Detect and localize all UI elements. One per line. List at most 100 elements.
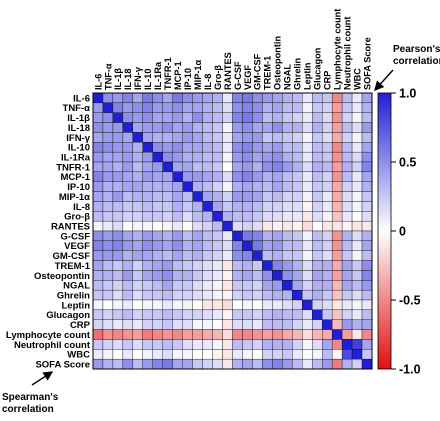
heatmap-cell xyxy=(282,358,293,370)
heatmap-cell xyxy=(252,122,263,133)
heatmap-cell xyxy=(112,151,124,163)
heatmap-cell xyxy=(222,201,233,212)
heatmap-cell xyxy=(192,220,203,232)
heatmap-cell xyxy=(212,191,223,202)
heatmap-cell xyxy=(302,299,313,311)
heatmap-cell xyxy=(302,171,313,182)
heatmap-cell xyxy=(361,171,373,182)
heatmap-cell xyxy=(322,92,333,104)
heatmap-cell xyxy=(172,358,183,370)
colorbar-gradient xyxy=(377,92,392,370)
heatmap-cell xyxy=(232,92,243,104)
heatmap-cell xyxy=(341,339,353,350)
heatmap-cell xyxy=(192,102,203,113)
row-label: CRP xyxy=(70,320,91,331)
heatmap-cell xyxy=(312,191,323,202)
heatmap-cell xyxy=(331,92,343,104)
row-label: TNF-α xyxy=(63,103,91,114)
heatmap-cell xyxy=(341,102,353,113)
heatmap-cell xyxy=(282,260,293,271)
heatmap-cell xyxy=(312,171,323,182)
heatmap-cell xyxy=(242,289,253,301)
heatmap-cell xyxy=(341,171,353,182)
heatmap-cell xyxy=(102,349,114,360)
heatmap-cell xyxy=(341,280,353,291)
heatmap-cell xyxy=(142,151,153,163)
column-label: GM-CSF xyxy=(253,53,263,90)
heatmap-cell xyxy=(182,270,193,281)
heatmap-cell xyxy=(152,161,163,173)
heatmap-cell xyxy=(242,142,253,153)
heatmap-cell xyxy=(112,309,124,320)
heatmap-cell xyxy=(312,329,323,340)
heatmap-cell xyxy=(302,191,313,202)
heatmap-cell xyxy=(252,299,263,311)
heatmap-cell xyxy=(292,171,303,182)
heatmap-cell xyxy=(162,142,173,153)
heatmap-cell xyxy=(122,319,134,330)
heatmap-cell xyxy=(361,102,373,113)
heatmap-cell xyxy=(302,92,313,104)
colorbar-tick-label: -0.5 xyxy=(399,294,421,308)
heatmap-cell xyxy=(262,349,273,360)
heatmap-cell xyxy=(142,112,153,123)
heatmap-cell xyxy=(112,211,124,222)
heatmap-cell xyxy=(272,92,283,104)
heatmap-cell xyxy=(112,181,124,192)
heatmap-cell xyxy=(222,309,233,320)
heatmap-cell xyxy=(232,349,243,360)
heatmap-cell xyxy=(292,329,303,340)
heatmap-cell xyxy=(331,250,343,261)
heatmap-cell xyxy=(152,220,163,232)
heatmap-cell xyxy=(331,240,343,251)
heatmap-cell xyxy=(262,122,273,133)
heatmap-cell xyxy=(292,220,303,232)
heatmap-cell xyxy=(92,191,104,202)
heatmap-cell xyxy=(172,280,183,291)
heatmap-cell xyxy=(232,201,243,212)
heatmap-cell xyxy=(142,181,153,192)
heatmap-cell xyxy=(252,112,263,123)
heatmap-cell xyxy=(341,220,353,232)
heatmap-cell xyxy=(272,102,283,113)
heatmap-cell xyxy=(322,161,333,173)
heatmap-cell xyxy=(361,329,373,340)
heatmap-cell xyxy=(351,230,363,242)
heatmap-cell xyxy=(322,319,333,330)
heatmap-cell xyxy=(272,230,283,242)
heatmap-cell xyxy=(152,329,163,340)
heatmap-cell xyxy=(212,319,223,330)
heatmap-cell xyxy=(292,181,303,192)
heatmap-cell xyxy=(302,102,313,113)
heatmap-cell xyxy=(202,220,213,232)
heatmap-cell xyxy=(192,112,203,123)
heatmap-cell xyxy=(212,250,223,261)
heatmap-cell xyxy=(322,339,333,350)
heatmap-cell xyxy=(182,319,193,330)
heatmap-cell xyxy=(212,289,223,301)
heatmap-cell xyxy=(142,260,153,271)
heatmap-cell xyxy=(361,250,373,261)
heatmap-cell xyxy=(331,191,343,202)
heatmap-cell xyxy=(102,181,114,192)
colorbar-tick-label: 0 xyxy=(399,225,406,239)
spearman-annotation-line2: correlation xyxy=(2,404,54,415)
heatmap-cell xyxy=(192,211,203,222)
heatmap-cell xyxy=(292,309,303,320)
heatmap-cell xyxy=(162,151,173,163)
heatmap-cell xyxy=(122,349,134,360)
heatmap-cell xyxy=(292,299,303,311)
column-label: Leptin xyxy=(303,62,313,90)
heatmap-cell xyxy=(361,270,373,281)
heatmap-cell xyxy=(132,230,143,242)
heatmap-cell xyxy=(152,358,163,370)
heatmap-cell xyxy=(152,122,163,133)
row-labels: IL-6TNF-αIL-1βIL-18IFN-γIL-10IL-1RaTNFR-… xyxy=(6,93,91,370)
heatmap-cell xyxy=(361,112,373,123)
heatmap-cell xyxy=(312,240,323,251)
column-label: IL-18 xyxy=(123,69,133,90)
heatmap-cell xyxy=(242,122,253,133)
heatmap-cell xyxy=(331,299,343,311)
heatmap-cell xyxy=(152,309,163,320)
heatmap-cell xyxy=(142,122,153,133)
